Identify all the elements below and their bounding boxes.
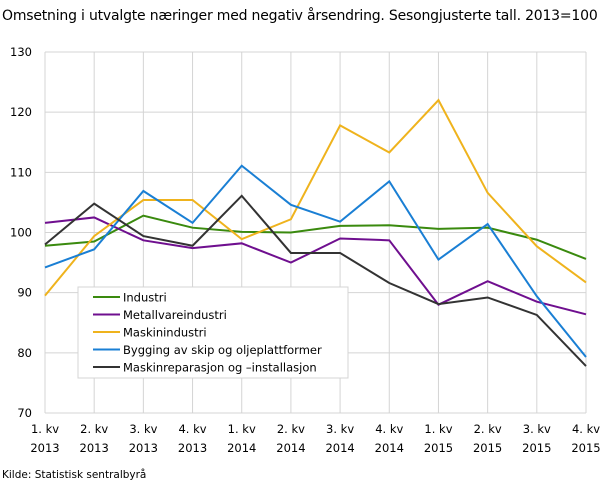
source-note: Kilde: Statistisk sentralbyrå bbox=[2, 469, 147, 481]
legend bbox=[77, 286, 349, 379]
series-line bbox=[44, 194, 587, 367]
x-tick-label: 2015 bbox=[571, 441, 600, 455]
x-tick-label: 2013 bbox=[129, 441, 158, 455]
x-tick-label: 1. kv bbox=[228, 422, 256, 436]
series-line bbox=[44, 216, 587, 316]
x-tick-label: 4. kv bbox=[375, 422, 403, 436]
y-tick-label: 110 bbox=[10, 165, 32, 179]
y-tick-label: 90 bbox=[17, 286, 32, 300]
legend-label: Industri bbox=[123, 291, 167, 305]
x-tick-label: 2014 bbox=[276, 441, 305, 455]
x-tick-label: 2015 bbox=[473, 441, 502, 455]
series-line bbox=[44, 98, 587, 297]
x-tick-label: 3. kv bbox=[129, 422, 157, 436]
x-tick-label: 2. kv bbox=[277, 422, 305, 436]
legend-label: Maskinindustri bbox=[123, 326, 207, 340]
x-tick-label: 2015 bbox=[424, 441, 453, 455]
x-tick-label: 2. kv bbox=[80, 422, 108, 436]
x-tick-label: 3. kv bbox=[326, 422, 354, 436]
y-tick-label: 70 bbox=[17, 406, 32, 420]
x-tick-label: 2015 bbox=[522, 441, 551, 455]
x-tick-label: 2014 bbox=[375, 441, 404, 455]
x-tick-label: 3. kv bbox=[523, 422, 551, 436]
series-line bbox=[44, 214, 587, 260]
y-tick-label: 100 bbox=[10, 226, 32, 240]
y-tick-label: 80 bbox=[17, 346, 32, 360]
x-tick-label: 1. kv bbox=[31, 422, 59, 436]
legend-label: Metallvareindustri bbox=[123, 308, 227, 322]
legend-label: Maskinreparasjon og –installasjon bbox=[123, 361, 317, 375]
x-tick-label: 1. kv bbox=[424, 422, 452, 436]
x-tick-label: 2013 bbox=[178, 441, 207, 455]
x-tick-label: 4. kv bbox=[178, 422, 206, 436]
chart-title: Omsetning i utvalgte næringer med negati… bbox=[2, 8, 598, 24]
series-line bbox=[44, 164, 587, 358]
y-tick-label: 130 bbox=[10, 45, 32, 59]
x-tick-label: 2013 bbox=[30, 441, 59, 455]
x-tick-label: 2014 bbox=[325, 441, 354, 455]
x-tick-label: 2014 bbox=[227, 441, 256, 455]
legend-label: Bygging av skip og oljeplattformer bbox=[123, 343, 322, 357]
x-tick-label: 2. kv bbox=[474, 422, 502, 436]
x-tick-label: 2013 bbox=[80, 441, 109, 455]
y-tick-label: 120 bbox=[10, 105, 32, 119]
x-tick-label: 4. kv bbox=[572, 422, 600, 436]
